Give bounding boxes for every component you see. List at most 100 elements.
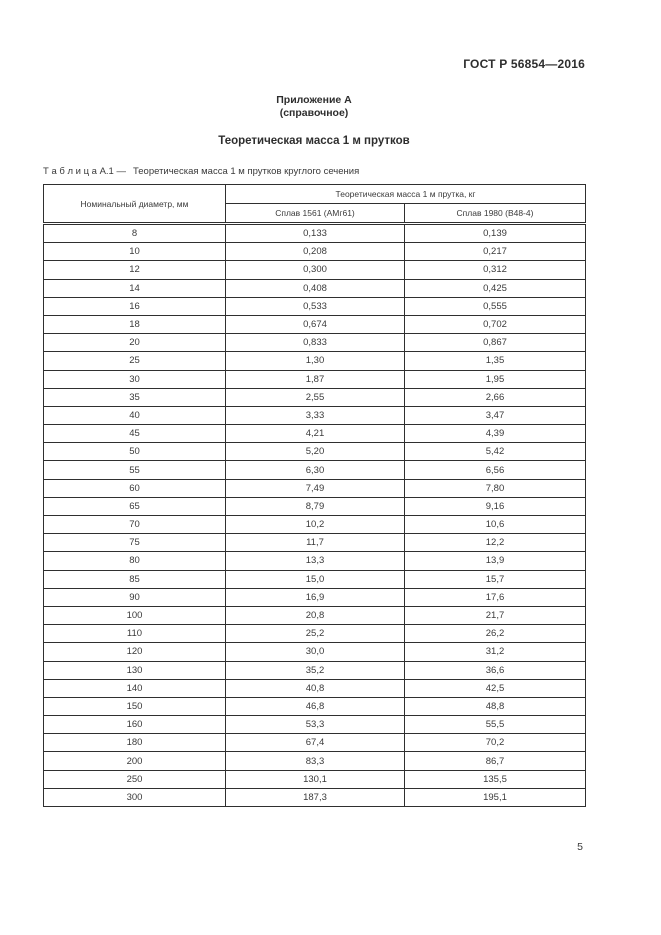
table-cell: 25,2 (225, 624, 405, 644)
mass-table: Номинальный диаметр, мм Теоретическая ма… (43, 184, 586, 808)
table-cell: 8 (43, 222, 226, 244)
column-header-alloy-1980: Сплав 1980 (В48-4) (404, 203, 586, 225)
table-cell: 90 (43, 587, 226, 607)
table-cell: 15,7 (404, 569, 586, 589)
table-cell: 14 (43, 278, 226, 298)
table-row: 55 6,30 6,56 (43, 460, 586, 480)
table-cell: 10,2 (225, 514, 405, 535)
table-row: 50 5,20 5,42 (43, 442, 586, 462)
table-cell: 0,217 (404, 242, 586, 262)
table-row: 30 1,87 1,95 (43, 369, 586, 389)
table-row: 85 15,0 15,7 (43, 569, 586, 589)
table-cell: 0,702 (404, 314, 586, 335)
table-cell: 35 (43, 387, 226, 407)
table-row: 10 0,208 0,217 (43, 242, 586, 262)
table-body: 8 0,133 0,139 10 0,208 0,217 12 0,300 0,312 14 0,4… (43, 222, 586, 808)
table-cell: 4,21 (225, 424, 405, 444)
table-cell: 130 (43, 660, 226, 680)
table-row: 18 0,674 0,702 (43, 314, 586, 335)
table-row: 120 30,0 31,2 (43, 642, 586, 662)
appendix-subtitle: (справочное) (279, 107, 349, 119)
table-row: 75 11,7 12,2 (43, 533, 586, 553)
table-cell: 35,2 (225, 660, 405, 680)
table-cell: 1,95 (404, 369, 586, 389)
table-cell: 12,2 (404, 533, 586, 553)
table-row: 45 4,21 4,39 (43, 424, 586, 444)
table-row: 160 53,3 55,5 (43, 715, 586, 735)
table-cell: 13,3 (225, 551, 405, 571)
table-row: 180 67,4 70,2 (43, 733, 586, 753)
table-row: 14 0,408 0,425 (43, 278, 586, 298)
table-row: 100 20,8 21,7 (43, 605, 586, 626)
page-number: 5 (577, 841, 583, 853)
table-cell: 5,42 (404, 442, 586, 462)
table-cell: 15,0 (225, 569, 405, 589)
table-row: 12 0,300 0,312 (43, 260, 586, 280)
table-cell: 160 (43, 715, 226, 735)
table-cell: 195,1 (404, 787, 586, 808)
table-cell: 0,139 (404, 222, 586, 244)
table-cell: 31,2 (404, 642, 586, 662)
table-cell: 6,56 (404, 460, 586, 480)
table-cell: 7,80 (404, 478, 586, 498)
table-cell: 42,5 (404, 678, 586, 698)
table-cell: 36,6 (404, 660, 586, 680)
column-header-group-mass: Теоретическая масса 1 м прутка, кг (225, 184, 586, 204)
table-cell: 6,30 (225, 460, 405, 480)
table-cell: 20 (43, 333, 226, 353)
table-cell: 0,867 (404, 333, 586, 353)
table-cell: 250 (43, 769, 226, 789)
table-caption: Т а б л и ц а А.1 — Теоретическая масса 1… (43, 166, 585, 177)
table-cell: 86,7 (404, 751, 586, 771)
table-cell: 140 (43, 678, 226, 698)
table-cell: 10 (43, 242, 226, 262)
table-row: 20 0,833 0,867 (43, 333, 586, 353)
table-cell: 45 (43, 424, 226, 444)
table-cell: 70 (43, 514, 226, 535)
table-cell: 10,6 (404, 514, 586, 535)
table-row: 140 40,8 42,5 (43, 678, 586, 698)
table-cell: 200 (43, 751, 226, 771)
table-row: 250 130,1 135,5 (43, 769, 586, 789)
table-row: 90 16,9 17,6 (43, 587, 586, 607)
table-cell: 0,425 (404, 278, 586, 298)
table-cell: 110 (43, 624, 226, 644)
table-cell: 1,35 (404, 351, 586, 371)
table-cell: 17,6 (404, 587, 586, 607)
document-code: ГОСТ Р 56854—2016 (463, 57, 585, 71)
table-cell: 0,300 (225, 260, 405, 280)
table-row: 130 35,2 36,6 (43, 660, 586, 680)
table-cell: 5,20 (225, 442, 405, 462)
table-cell: 83,3 (225, 751, 405, 771)
column-header-nominal-diameter: Номинальный диаметр, мм (43, 184, 226, 225)
table-cell: 50 (43, 442, 226, 462)
table-row: 35 2,55 2,66 (43, 387, 586, 407)
table-row: 70 10,2 10,6 (43, 514, 586, 535)
table-cell: 135,5 (404, 769, 586, 789)
table-cell: 7,49 (225, 478, 405, 498)
table-row: 8 0,133 0,139 (43, 222, 586, 244)
table-cell: 0,408 (225, 278, 405, 298)
table-cell: 0,555 (404, 296, 586, 316)
table-cell: 85 (43, 569, 226, 589)
table-cell: 1,30 (225, 351, 405, 371)
table-cell: 2,66 (404, 387, 586, 407)
table-row: 110 25,2 26,2 (43, 624, 586, 644)
table-row: 60 7,49 7,80 (43, 478, 586, 498)
table-cell: 120 (43, 642, 226, 662)
table-cell: 0,312 (404, 260, 586, 280)
table-cell: 8,79 (225, 496, 405, 517)
appendix-heading: Приложение А (справочное) (43, 94, 585, 120)
table-cell: 100 (43, 605, 226, 626)
table-cell: 12 (43, 260, 226, 280)
table-cell: 18 (43, 314, 226, 335)
table-row: 65 8,79 9,16 (43, 496, 586, 517)
table-cell: 55,5 (404, 715, 586, 735)
table-cell: 26,2 (404, 624, 586, 644)
table-cell: 3,47 (404, 405, 586, 426)
column-header-alloy-1561: Сплав 1561 (АМг61) (225, 203, 405, 225)
table-row: 200 83,3 86,7 (43, 751, 586, 771)
table-cell: 9,16 (404, 496, 586, 517)
table-row: 16 0,533 0,555 (43, 296, 586, 316)
